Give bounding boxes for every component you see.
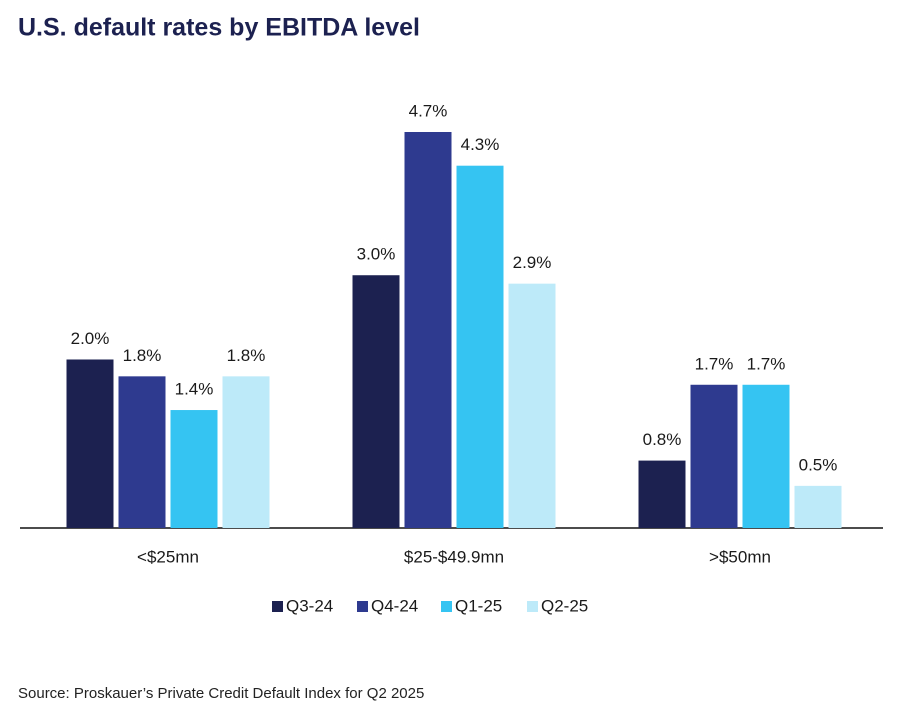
data-label: 1.4% (175, 380, 214, 399)
legend-label: Q3-24 (286, 596, 333, 615)
chart-title: U.S. default rates by EBITDA level (18, 14, 420, 42)
data-label: 2.9% (513, 253, 552, 272)
legend-label: Q1-25 (455, 596, 502, 615)
bar (794, 485, 842, 528)
data-label: 3.0% (357, 245, 396, 264)
legend-swatch (441, 601, 452, 612)
data-label: 0.8% (643, 430, 682, 449)
data-label: 1.8% (123, 346, 162, 365)
bar (170, 410, 218, 528)
bar (508, 283, 556, 528)
bar (222, 376, 270, 528)
x-tick-label: >$50mn (709, 547, 771, 566)
bar (742, 384, 790, 528)
bar (66, 359, 114, 528)
data-label: 2.0% (71, 329, 110, 348)
data-label: 4.7% (409, 101, 448, 120)
legend-swatch (272, 601, 283, 612)
bar (638, 460, 686, 528)
bar (404, 132, 452, 528)
legend-label: Q4-24 (371, 596, 418, 615)
bar (118, 376, 166, 528)
data-label: 1.7% (747, 354, 786, 373)
bar (456, 165, 504, 528)
x-tick-label: $25-$49.9mn (404, 547, 504, 566)
x-tick-label: <$25mn (137, 547, 199, 566)
legend-label: Q2-25 (541, 596, 588, 615)
source-note: Source: Proskauer’s Private Credit Defau… (18, 685, 424, 702)
data-label: 1.7% (695, 354, 734, 373)
data-label: 1.8% (227, 346, 266, 365)
data-label: 4.3% (461, 135, 500, 154)
bar (690, 384, 738, 528)
legend-swatch (357, 601, 368, 612)
data-label: 0.5% (799, 455, 838, 474)
legend-swatch (527, 601, 538, 612)
bar (352, 275, 400, 528)
